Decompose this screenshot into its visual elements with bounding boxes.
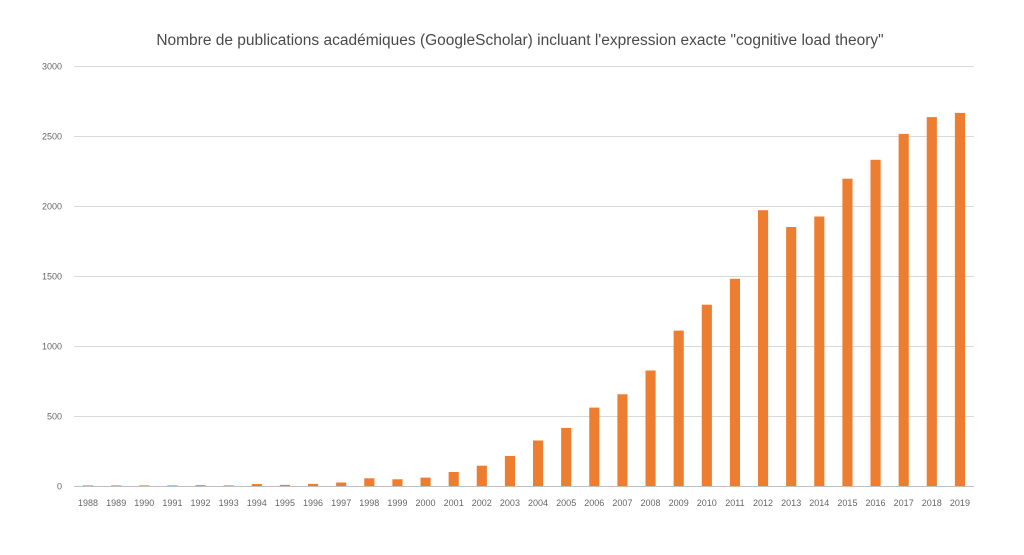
x-tick-label: 2010 <box>697 498 717 508</box>
bar-1994 <box>251 484 262 486</box>
x-tick-label: 2013 <box>781 498 801 508</box>
x-tick-label: 1988 <box>78 498 98 508</box>
bar-2019 <box>954 112 966 487</box>
bar-2004 <box>533 440 544 486</box>
bar-2017 <box>898 133 909 486</box>
x-tick-label: 2014 <box>809 498 829 508</box>
x-tick-label: 2001 <box>444 498 464 508</box>
x-tick-label: 2009 <box>669 498 689 508</box>
gridlines <box>74 66 974 487</box>
x-tick-label: 2004 <box>528 498 548 508</box>
y-tick-label: 1500 <box>42 272 62 282</box>
x-tick-label: 1994 <box>247 498 267 508</box>
bar-2000 <box>420 477 431 486</box>
bar-1991 <box>167 485 178 486</box>
bar-1988 <box>83 485 94 486</box>
bar-1995 <box>279 484 291 486</box>
bar-2018 <box>926 117 937 486</box>
x-tick-label: 1992 <box>191 498 211 508</box>
x-tick-label: 2016 <box>866 498 886 508</box>
x-tick-label: 2012 <box>753 498 773 508</box>
y-axis-ticks: 0 500 1000 1500 2000 2500 3000 <box>42 62 62 492</box>
bar-1992 <box>195 485 206 486</box>
bar-2012 <box>758 210 769 486</box>
bar-1990 <box>139 485 150 486</box>
x-tick-label: 1993 <box>219 498 239 508</box>
bar-1993 <box>223 485 234 486</box>
x-tick-label: 1990 <box>134 498 154 508</box>
bar-2009 <box>673 330 684 486</box>
bar-1996 <box>308 483 319 486</box>
bar-1997 <box>336 482 347 486</box>
bar-2002 <box>476 465 487 486</box>
x-tick-label: 2018 <box>922 498 942 508</box>
x-tick-label: 1991 <box>162 498 182 508</box>
x-tick-label: 2002 <box>472 498 492 508</box>
bar-1998 <box>364 478 375 486</box>
x-tick-label: 1999 <box>387 498 407 508</box>
bar-1989 <box>111 485 122 486</box>
bar-2006 <box>589 407 600 486</box>
x-tick-label: 2003 <box>500 498 520 508</box>
x-tick-label: 2011 <box>725 498 744 508</box>
bar-2003 <box>504 455 516 486</box>
y-tick-label: 1000 <box>42 342 62 352</box>
bar-1999 <box>392 479 403 486</box>
y-tick-label: 2500 <box>42 132 62 142</box>
x-tick-label: 1995 <box>275 498 295 508</box>
bar-2014 <box>814 216 825 486</box>
x-tick-label: 2000 <box>416 498 436 508</box>
bar-2005 <box>561 427 572 486</box>
x-tick-label: 2008 <box>641 498 661 508</box>
bar-2015 <box>842 178 853 486</box>
bar-2016 <box>870 159 881 487</box>
bar-2010 <box>701 304 712 486</box>
x-tick-label: 1997 <box>331 498 351 508</box>
x-tick-label: 2015 <box>837 498 857 508</box>
x-tick-label: 2019 <box>950 498 970 508</box>
y-tick-label: 2000 <box>42 202 62 212</box>
y-tick-label: 0 <box>57 482 62 492</box>
bars <box>83 112 966 487</box>
bar-2008 <box>645 370 656 486</box>
x-tick-label: 2007 <box>612 498 632 508</box>
x-tick-label: 2005 <box>556 498 576 508</box>
x-tick-label: 2017 <box>894 498 914 508</box>
x-tick-label: 1996 <box>303 498 323 508</box>
bar-2013 <box>786 227 797 486</box>
x-tick-label: 1998 <box>359 498 379 508</box>
x-axis-ticks: 1988 1989 1990 1991 1992 1993 1994 1995 1996 1997… <box>78 498 970 508</box>
x-tick-label: 2006 <box>584 498 604 508</box>
chart-title: Nombre de publications académiques (Goog… <box>156 32 883 49</box>
y-tick-label: 3000 <box>42 62 62 72</box>
y-tick-label: 500 <box>47 412 62 422</box>
bar-2011 <box>729 278 741 486</box>
bar-2001 <box>448 472 459 486</box>
x-tick-label: 1989 <box>106 498 126 508</box>
bar-2007 <box>617 394 628 486</box>
